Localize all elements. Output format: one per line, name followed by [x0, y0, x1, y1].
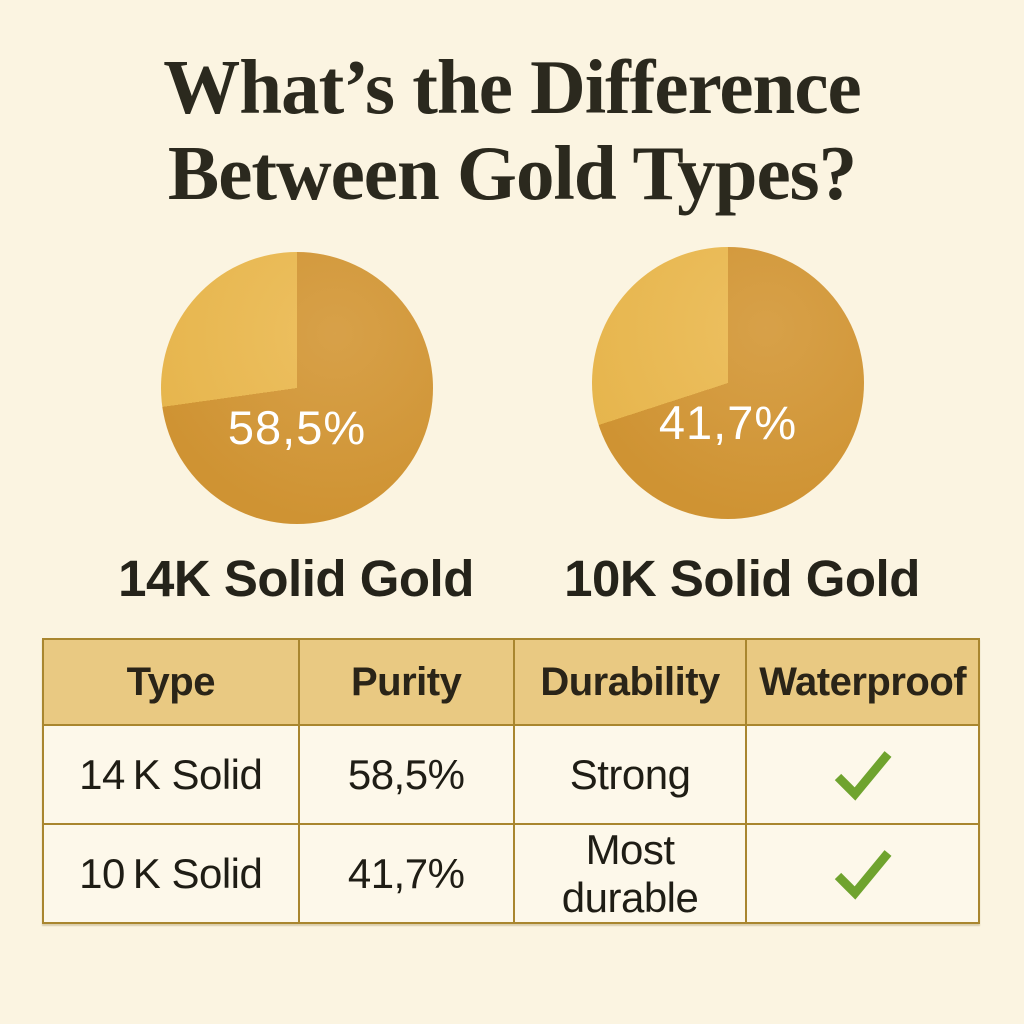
page-title-line2: Between Gold Types?: [167, 130, 857, 217]
cell-type-14k: 14 K Solid: [42, 724, 300, 825]
table-header-row: Type Purity Durability Waterproof: [42, 638, 980, 726]
table-row: 10 K Solid 41,7% Most durable: [42, 823, 980, 924]
pie-14k-value-label: 58,5%: [227, 401, 367, 454]
cell-purity-10k: 41,7%: [297, 823, 515, 924]
cell-type-10k: 10 K Solid: [42, 823, 300, 924]
column-header-waterproof: Waterproof: [745, 638, 980, 726]
table-row: 14 K Solid 58,5% Strong: [42, 724, 980, 825]
checkmark-icon: [834, 849, 892, 900]
column-header-type: Type: [42, 638, 300, 726]
pie-10k-caption: 10K Solid Gold: [564, 550, 920, 607]
cell-waterproof-14k: [745, 724, 980, 825]
comparison-table: Type Purity Durability Waterproof 14 K S…: [42, 638, 980, 924]
cell-waterproof-10k: [745, 823, 980, 924]
page-title: What’s the Difference Between Gold Types…: [0, 44, 1024, 216]
column-header-purity: Purity: [297, 638, 515, 726]
pie-14k-caption: 14K Solid Gold: [118, 550, 474, 607]
cell-durability-10k: Most durable: [512, 823, 748, 924]
pie-10k-value-label: 41,7%: [658, 396, 798, 449]
pie-chart-14k: 58,5%: [161, 252, 433, 524]
cell-durability-14k: Strong: [512, 724, 748, 825]
column-header-durability: Durability: [512, 638, 748, 726]
checkmark-icon: [834, 750, 892, 801]
cell-purity-14k: 58,5%: [297, 724, 515, 825]
pie-chart-10k: 41,7%: [592, 247, 864, 519]
page-title-line1: What’s the Difference: [163, 44, 861, 130]
